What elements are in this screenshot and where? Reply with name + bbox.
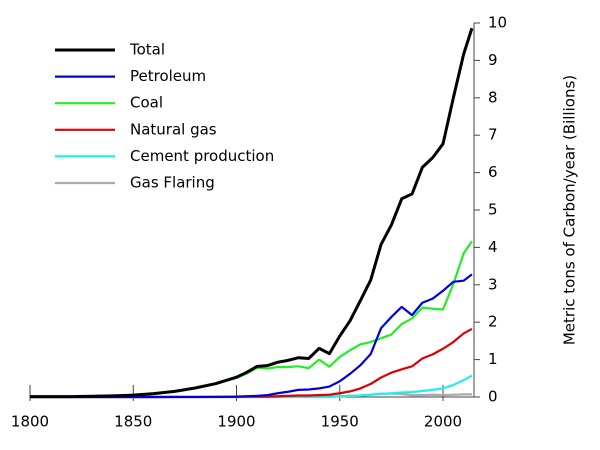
y-tick-label: 6 bbox=[488, 163, 498, 181]
legend-label: Natural gas bbox=[130, 120, 217, 138]
y-tick-label: 0 bbox=[488, 388, 498, 406]
series-line bbox=[30, 27, 474, 399]
y-tick-label: 7 bbox=[488, 126, 498, 144]
x-tick-label: 1950 bbox=[321, 413, 359, 431]
series-line bbox=[30, 273, 473, 399]
x-tick-label: 2000 bbox=[424, 413, 462, 431]
y-tick-label: 1 bbox=[488, 350, 498, 368]
y-tick-label: 8 bbox=[488, 88, 498, 106]
y-tick-label: 5 bbox=[488, 201, 498, 219]
series-line bbox=[30, 240, 473, 398]
series-line bbox=[30, 327, 473, 399]
y-tick-label: 2 bbox=[488, 313, 498, 331]
y-tick-label: 9 bbox=[488, 51, 498, 69]
legend-label: Petroleum bbox=[130, 67, 206, 85]
legend-label: Gas Flaring bbox=[130, 174, 215, 192]
y-tick-label: 3 bbox=[488, 275, 498, 293]
x-tick-label: 1900 bbox=[217, 413, 255, 431]
x-tick-label: 1850 bbox=[114, 413, 152, 431]
legend-label: Cement production bbox=[130, 147, 274, 165]
legend-label: Total bbox=[129, 41, 165, 59]
x-tick-label: 1800 bbox=[11, 413, 49, 431]
legend-label: Coal bbox=[130, 94, 163, 112]
y-axis-label: Metric tons of Carbon/year (Billions) bbox=[561, 75, 579, 345]
y-tick-label: 4 bbox=[488, 238, 498, 256]
y-tick-label: 10 bbox=[488, 14, 507, 32]
